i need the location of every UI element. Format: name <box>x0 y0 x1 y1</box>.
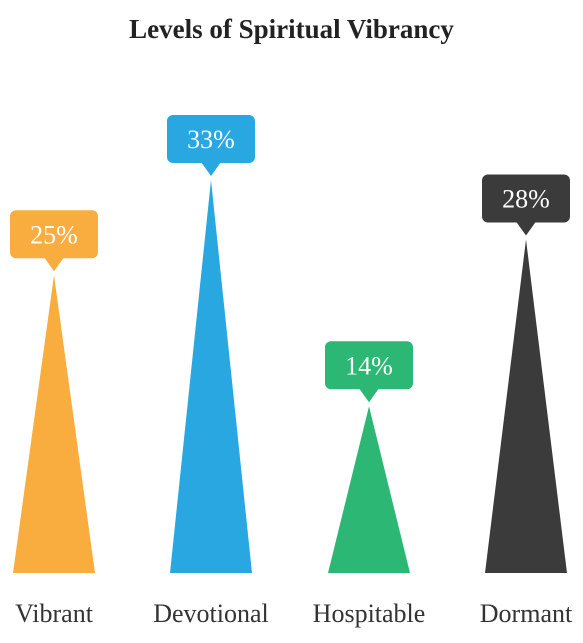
data-label: 14% <box>345 351 393 380</box>
category-tick-label: Dormant <box>480 599 573 628</box>
triangle-bar-hospitable <box>328 406 410 573</box>
triangle-bar-devotional <box>170 180 252 573</box>
chart-title: Levels of Spiritual Vibrancy <box>129 14 454 44</box>
value-callout-dormant: 28% <box>482 174 570 236</box>
value-callout-hospitable: 14% <box>325 341 413 403</box>
value-callout-pointer <box>201 162 221 176</box>
triangle-bar-dormant <box>485 239 567 573</box>
value-callout-pointer <box>516 221 536 236</box>
category-tick-label: Vibrant <box>15 599 94 628</box>
category-tick-label: Hospitable <box>313 599 426 628</box>
value-callout-pointer <box>359 388 379 403</box>
category-tick-label: Devotional <box>153 599 269 628</box>
data-label: 28% <box>502 185 550 214</box>
value-callout-box <box>10 210 98 259</box>
chart-marks-layer: 25% Vibrant 33% Devotional 14% Hospitable 28% D… <box>10 115 573 628</box>
value-callout-box <box>325 341 413 390</box>
value-callout-devotional: 33% <box>167 115 255 176</box>
value-callout-box <box>482 174 570 223</box>
triangle-bar-vibrant <box>13 275 95 573</box>
value-callout-box <box>167 115 255 163</box>
data-label: 25% <box>30 220 78 249</box>
value-callout-pointer <box>44 257 64 272</box>
value-callout-vibrant: 25% <box>10 210 98 272</box>
data-label: 33% <box>187 125 235 154</box>
